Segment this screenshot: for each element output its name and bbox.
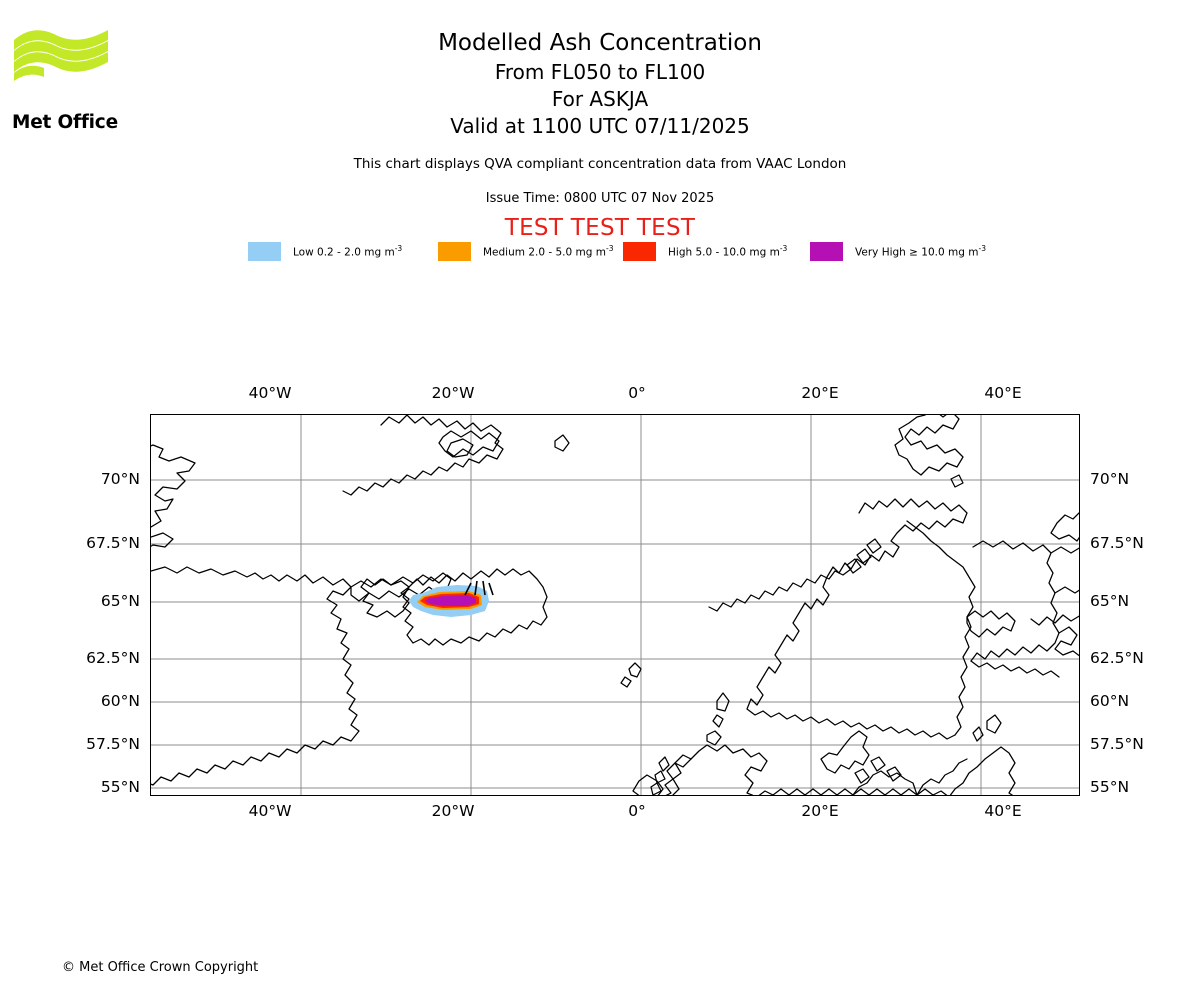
legend-label-low: Low 0.2 - 2.0 mg m-3 <box>293 243 403 259</box>
coastline-greenland-ne-fjords <box>380 415 482 432</box>
coastline-germany-border <box>852 770 918 795</box>
lat-tick-right-60n: 60°N <box>1090 692 1130 710</box>
lat-tick-left-70n: 70°N <box>100 470 140 488</box>
coastline-faroe <box>620 662 642 688</box>
map-canvas <box>151 415 1079 795</box>
map-container: 40°W 20°W 0° 20°E 40°E 40°W 20°W 0° 20°E… <box>86 384 1144 820</box>
lat-tick-left-55n: 55°N <box>100 778 140 796</box>
volcano-marker-icon <box>464 580 494 596</box>
plume-contour-very-high <box>425 595 476 606</box>
legend-swatch-medium <box>438 241 471 261</box>
coastline-great-britain <box>672 744 768 795</box>
concentration-legend: Low 0.2 - 2.0 mg m-3 Medium 2.0 - 5.0 mg… <box>248 241 1008 261</box>
lon-tick-top-20e: 20°E <box>801 384 839 402</box>
chart-flight-levels: From FL050 to FL100 <box>494 60 706 84</box>
legend-label-high: High 5.0 - 10.0 mg m-3 <box>668 243 788 259</box>
lat-tick-left-65n: 65°N <box>100 592 140 610</box>
legend-item-very-high: Very High ≥ 10.0 mg m-3 <box>810 241 986 261</box>
lat-tick-right-55n: 55°N <box>1090 778 1130 796</box>
test-banner: TEST TEST TEST <box>504 215 696 241</box>
coastline-jan-mayen <box>554 434 570 452</box>
lon-tick-bottom-20e: 20°E <box>801 802 839 820</box>
coastline-lofoten <box>846 538 882 574</box>
coastline-sweden-baltic <box>966 610 1016 638</box>
chart-title-block: Modelled Ash Concentration From FL050 to… <box>0 28 1200 140</box>
coastline-greenland-ne-island <box>446 438 474 458</box>
lon-tick-bottom-40w: 40°W <box>248 802 292 820</box>
lat-tick-left-60n: 60°N <box>100 692 140 710</box>
legend-label-very-high: Very High ≥ 10.0 mg m-3 <box>855 243 986 259</box>
coastline-finland-gulf <box>970 660 1060 678</box>
legend-swatch-very-high <box>810 241 843 261</box>
coastline-svalbard <box>894 415 964 476</box>
coastline-gotland <box>986 714 1002 734</box>
met-office-logo: Met Office <box>12 26 122 133</box>
coastline-poland-border <box>916 758 968 795</box>
coastline-bear-island <box>950 474 964 488</box>
met-office-logo-text: Met Office <box>12 112 118 133</box>
coastline-baltic-states <box>949 746 1016 795</box>
chart-title: Modelled Ash Concentration <box>438 30 762 56</box>
legend-label-medium: Medium 2.0 - 5.0 mg m-3 <box>483 243 614 259</box>
coastline-scotland-west <box>664 758 692 795</box>
chart-valid-time: Valid at 1100 UTC 07/11/2025 <box>450 114 750 138</box>
coastline-norway-coast-detail <box>708 568 852 612</box>
coastline-greenland-ne-cape <box>438 430 500 458</box>
coastline-novaya-zemlya <box>1050 512 1079 542</box>
coastline-hebrides <box>650 756 670 795</box>
lon-tick-bottom-0: 0° <box>628 802 646 820</box>
coastline-sweden <box>906 520 976 736</box>
chart-issue-time: Issue Time: 0800 UTC 07 Nov 2025 <box>485 191 715 206</box>
coastline-shetland <box>712 692 730 728</box>
coastline-greenland-ne-peninsula <box>342 424 504 496</box>
chart-volcano-name: For ASKJA <box>551 87 649 111</box>
coastline-denmark-islands <box>854 756 902 784</box>
legend-item-high: High 5.0 - 10.0 mg m-3 <box>623 241 787 261</box>
lat-tick-right-625n: 62.5°N <box>1090 649 1144 667</box>
lat-tick-right-70n: 70°N <box>1090 470 1130 488</box>
lat-tick-left-675n: 67.5°N <box>86 534 140 552</box>
legend-item-medium: Medium 2.0 - 5.0 mg m-3 <box>438 241 613 261</box>
legend-swatch-low <box>248 241 281 261</box>
chart-description: This chart displays QVA compliant concen… <box>353 156 847 172</box>
coastline-orkney <box>706 730 722 746</box>
map-gridlines <box>151 415 1079 795</box>
lon-tick-top-40e: 40°E <box>984 384 1022 402</box>
lat-tick-left-625n: 62.5°N <box>86 649 140 667</box>
legend-item-low: Low 0.2 - 2.0 mg m-3 <box>248 241 402 261</box>
lon-tick-bottom-40e: 40°E <box>984 802 1022 820</box>
coastline-denmark <box>820 730 870 774</box>
lon-tick-bottom-20w: 20°W <box>431 802 475 820</box>
met-office-waves-logo-icon <box>14 30 108 81</box>
lat-tick-right-675n: 67.5°N <box>1090 534 1144 552</box>
coastline-ireland <box>632 774 664 795</box>
coastline-greenland <box>151 444 360 786</box>
legend-swatch-high <box>623 241 656 261</box>
lat-tick-left-575n: 57.5°N <box>86 735 140 753</box>
lon-tick-top-20w: 20°W <box>431 384 475 402</box>
coastline-white-sea <box>1054 626 1079 657</box>
coastline-norway <box>746 498 968 740</box>
lat-tick-right-65n: 65°N <box>1090 592 1130 610</box>
coastlines <box>151 415 1079 795</box>
ash-plume <box>409 580 494 617</box>
coastline-oland <box>972 726 984 742</box>
coastline-finland <box>970 540 1060 662</box>
coastline-iceland <box>400 568 548 646</box>
lat-tick-right-575n: 57.5°N <box>1090 735 1144 753</box>
copyright-notice: © Met Office Crown Copyright <box>62 960 259 975</box>
coastline-iceland-westfjords <box>360 578 410 618</box>
map-frame <box>150 414 1080 796</box>
lon-tick-top-0: 0° <box>628 384 646 402</box>
lon-tick-top-40w: 40°W <box>248 384 292 402</box>
coastline-russia-kola <box>1030 546 1079 626</box>
